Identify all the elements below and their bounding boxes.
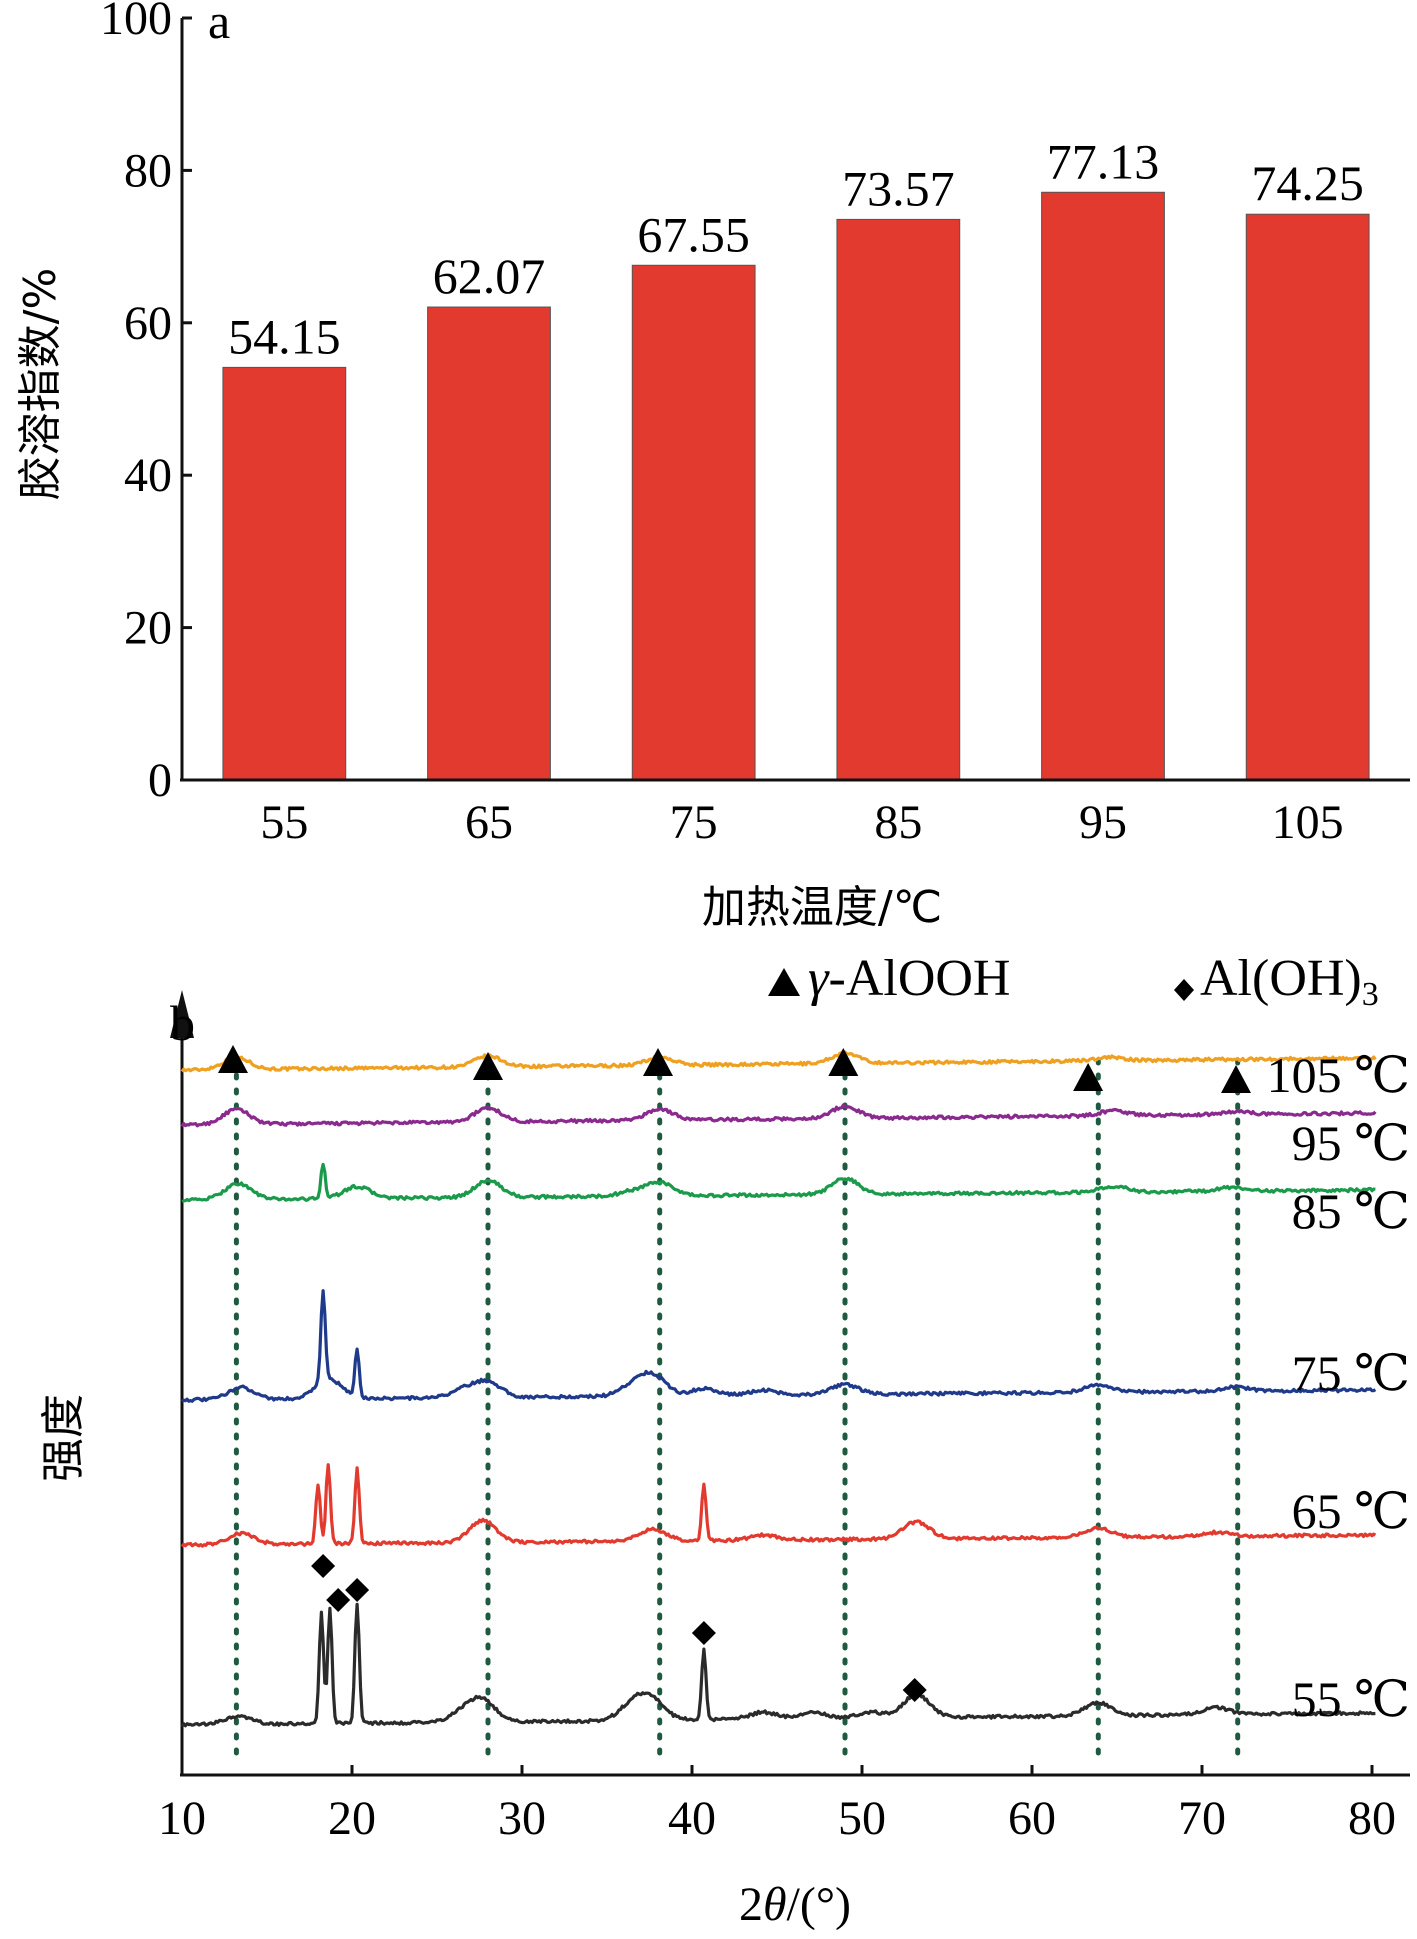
boehmite-marker [218, 1045, 248, 1073]
xrd-curve [181, 1162, 1376, 1203]
bar-series [222, 191, 1370, 781]
x-tick-label: 85 [874, 796, 922, 849]
xrd-curve [180, 1050, 1377, 1073]
bar [222, 366, 347, 781]
curve-label: 95 ℃ [1292, 1115, 1410, 1171]
x-tick-label: 20 [328, 1792, 376, 1845]
reference-lines [233, 1057, 1241, 1763]
gibbsite-marker [902, 1678, 927, 1702]
x-tick-label: 95 [1079, 796, 1127, 849]
triangle-marker-icon [768, 968, 800, 996]
data-labels: 54.15 62.07 67.55 73.57 77.13 74.25 [228, 133, 1364, 364]
diamond-marker-icon [1174, 979, 1194, 1001]
boehmite-marker [1073, 1063, 1104, 1091]
curve-label: 85 ℃ [1292, 1183, 1410, 1239]
xrd-curve [180, 1602, 1376, 1728]
legend-gibbsite: Al(OH)3 [1200, 950, 1379, 1013]
x-axis-title: 2θ/(°) [739, 1878, 851, 1931]
data-label: 74.25 [1251, 155, 1364, 211]
y-tick-label: 0 [148, 754, 172, 807]
x-tick-label: 50 [838, 1792, 886, 1845]
curve-label: 55 ℃ [1292, 1671, 1410, 1727]
boehmite-marker [828, 1048, 859, 1076]
x-tick-label: 40 [668, 1792, 716, 1845]
legend: γ-AlOOH Al(OH)3 [768, 950, 1379, 1013]
bar [1041, 191, 1165, 781]
legend-boehmite: γ-AlOOH [808, 950, 1010, 1007]
y-axis-title: 胶溶指数/% [15, 268, 66, 501]
bar [1245, 213, 1370, 781]
x-tick-label: 70 [1178, 1792, 1226, 1845]
x-tick-label: 60 [1008, 1792, 1056, 1845]
panel-label-b: b [170, 995, 195, 1051]
x-tick-label: 65 [465, 796, 513, 849]
x-tick-label: 10 [158, 1792, 206, 1845]
bar-chart: 54.15 62.07 67.55 73.57 77.13 74.25 0 20 40 60 80… [15, 0, 1410, 933]
data-label: 77.13 [1047, 133, 1160, 189]
panel-label-a: a [208, 0, 230, 49]
curve-label: 75 ℃ [1292, 1345, 1410, 1401]
boehmite-marker [643, 1048, 673, 1076]
xrd-curve [180, 1289, 1377, 1403]
xrd-curves [180, 1050, 1377, 1728]
curve-labels: 105 ℃ 95 ℃ 85 ℃ 75 ℃ 65 ℃ 55 ℃ [1267, 1047, 1410, 1727]
curve-label: 65 ℃ [1292, 1483, 1410, 1539]
gibbsite-marker [311, 1554, 336, 1578]
x-tick-label: 55 [260, 796, 308, 849]
bar [836, 218, 961, 781]
x-tick-label: 75 [670, 796, 718, 849]
y-axis-arrow [170, 990, 194, 1038]
y-ticks: 0 20 40 60 80 100 [100, 0, 192, 807]
y-tick-label: 100 [100, 0, 172, 45]
data-label: 62.07 [433, 248, 546, 304]
data-label: 67.55 [637, 206, 750, 262]
gibbsite-marker [326, 1588, 351, 1612]
y-tick-label: 40 [124, 449, 172, 502]
x-ticks: 55 65 75 85 95 105 [260, 796, 1343, 849]
peak-markers [218, 1045, 1251, 1702]
data-label: 54.15 [228, 308, 341, 364]
x-tick-label: 80 [1348, 1792, 1396, 1845]
boehmite-marker [1221, 1065, 1251, 1093]
y-tick-label: 60 [124, 297, 172, 350]
x-ticks: 10 20 30 40 50 60 70 80 [158, 1765, 1396, 1845]
xrd-curve [180, 1463, 1377, 1548]
x-tick-label: 105 [1272, 796, 1344, 849]
boehmite-marker [473, 1052, 503, 1080]
x-tick-label: 30 [498, 1792, 546, 1845]
xrd-chart: 105 ℃ 95 ℃ 85 ℃ 75 ℃ 65 ℃ 55 ℃ 10 20 30 40 50 60 70… [38, 950, 1410, 1931]
bar [631, 264, 756, 781]
y-axis-title: 强度 [38, 1394, 89, 1482]
y-tick-label: 20 [124, 602, 172, 655]
xrd-curve [180, 1103, 1377, 1128]
curve-label: 105 ℃ [1267, 1047, 1410, 1103]
gibbsite-marker [345, 1578, 370, 1602]
bar [427, 306, 551, 781]
gibbsite-marker [691, 1621, 716, 1645]
y-tick-label: 80 [124, 144, 172, 197]
data-label: 73.57 [842, 160, 955, 216]
x-axis-title: 加热温度/℃ [702, 882, 942, 933]
